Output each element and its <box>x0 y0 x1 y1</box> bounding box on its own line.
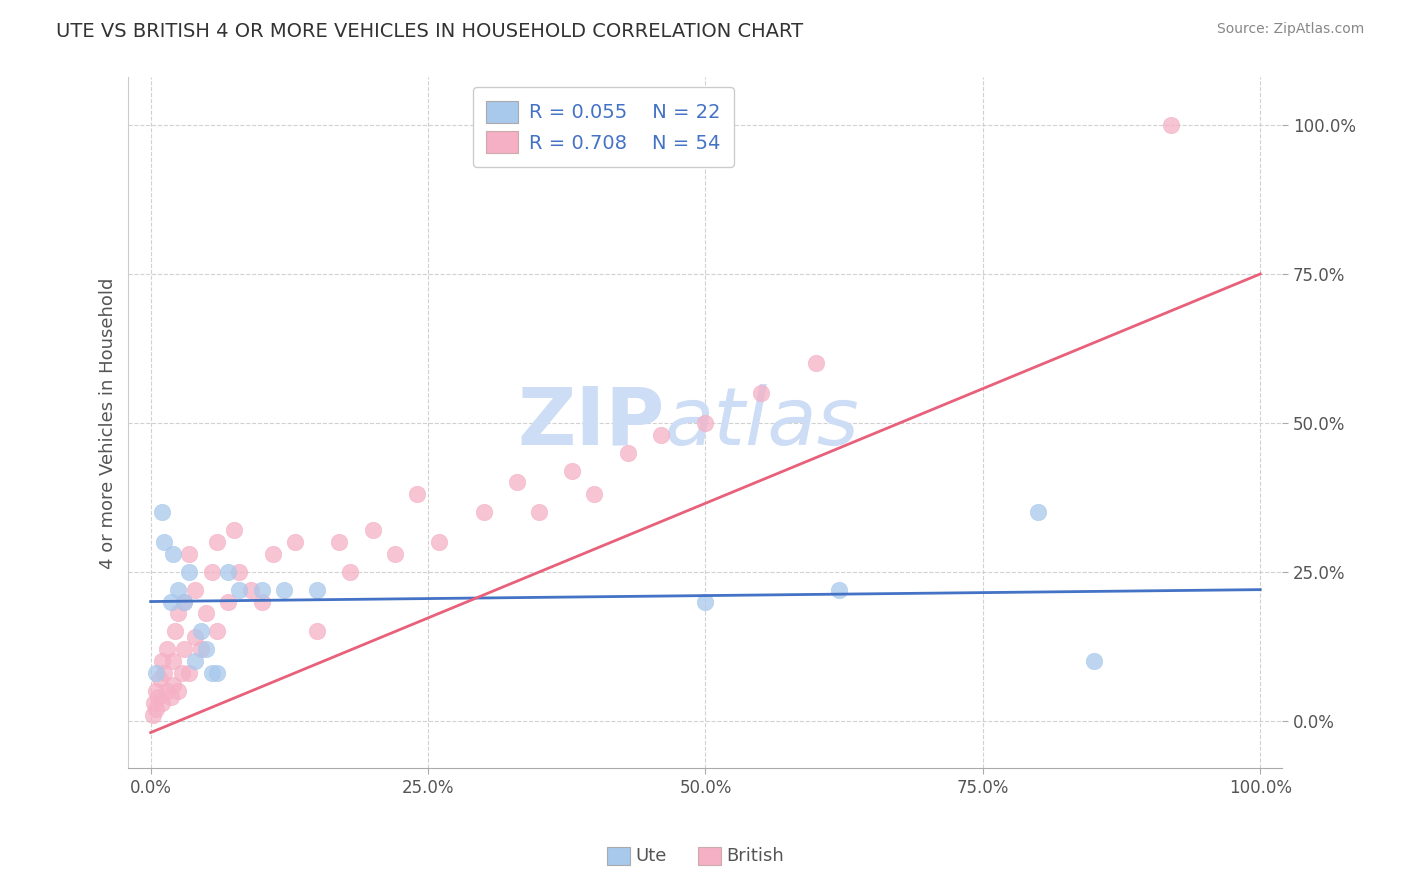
Point <box>145 665 167 680</box>
Point <box>159 594 181 608</box>
Point <box>284 535 307 549</box>
Point <box>150 696 173 710</box>
Text: ZIP: ZIP <box>517 384 665 462</box>
Point <box>650 427 672 442</box>
Point <box>159 690 181 704</box>
Point <box>145 702 167 716</box>
Point <box>150 654 173 668</box>
Point <box>617 445 640 459</box>
Legend: R = 0.055    N = 22, R = 0.708    N = 54: R = 0.055 N = 22, R = 0.708 N = 54 <box>472 87 734 167</box>
Point <box>207 665 229 680</box>
Point <box>184 582 207 597</box>
Point <box>1083 654 1105 668</box>
Point <box>749 386 772 401</box>
Point <box>217 565 239 579</box>
Point <box>384 547 406 561</box>
Point <box>201 665 224 680</box>
Point <box>201 565 224 579</box>
Point <box>195 642 218 657</box>
Point <box>162 654 184 668</box>
Point <box>207 624 229 639</box>
Point <box>173 642 195 657</box>
Point <box>153 665 176 680</box>
Point <box>527 505 550 519</box>
Point <box>156 642 179 657</box>
Point <box>173 594 195 608</box>
Point <box>695 594 717 608</box>
Point <box>179 665 201 680</box>
Point <box>273 582 295 597</box>
Point <box>339 565 361 579</box>
Point <box>583 487 606 501</box>
Point <box>190 642 212 657</box>
Text: UTE VS BRITISH 4 OR MORE VEHICLES IN HOUSEHOLD CORRELATION CHART: UTE VS BRITISH 4 OR MORE VEHICLES IN HOU… <box>56 22 803 41</box>
Point <box>179 547 201 561</box>
Point <box>328 535 350 549</box>
Point <box>262 547 284 561</box>
Point <box>184 654 207 668</box>
Point <box>250 594 273 608</box>
Text: Ute: Ute <box>636 847 666 865</box>
Point <box>307 624 329 639</box>
Point <box>228 565 250 579</box>
Point <box>222 523 245 537</box>
Point <box>806 356 828 370</box>
Point <box>190 624 212 639</box>
Point <box>561 463 583 477</box>
Point <box>153 535 176 549</box>
Point <box>217 594 239 608</box>
Point <box>250 582 273 597</box>
Point <box>1026 505 1049 519</box>
Point <box>156 684 179 698</box>
Point <box>827 582 849 597</box>
Point <box>173 594 195 608</box>
Point <box>307 582 329 597</box>
Point <box>148 672 170 686</box>
Point <box>406 487 429 501</box>
Point <box>150 505 173 519</box>
Text: Source: ZipAtlas.com: Source: ZipAtlas.com <box>1216 22 1364 37</box>
Point <box>148 690 170 704</box>
Point <box>228 582 250 597</box>
Point <box>427 535 450 549</box>
Point <box>472 505 495 519</box>
Point <box>361 523 384 537</box>
Point <box>239 582 262 597</box>
Point <box>170 665 193 680</box>
Point <box>207 535 229 549</box>
Point <box>142 707 165 722</box>
Point <box>695 416 717 430</box>
Y-axis label: 4 or more Vehicles in Household: 4 or more Vehicles in Household <box>100 277 117 568</box>
Point <box>162 678 184 692</box>
Text: British: British <box>727 847 785 865</box>
Text: atlas: atlas <box>665 384 860 462</box>
Point <box>143 696 166 710</box>
Point <box>195 607 218 621</box>
Point <box>162 547 184 561</box>
Point <box>1160 118 1182 132</box>
Point <box>184 630 207 644</box>
Point <box>179 565 201 579</box>
Point <box>167 607 190 621</box>
Point <box>167 582 190 597</box>
Point <box>167 684 190 698</box>
Point <box>165 624 187 639</box>
Point <box>506 475 529 490</box>
Point <box>145 684 167 698</box>
